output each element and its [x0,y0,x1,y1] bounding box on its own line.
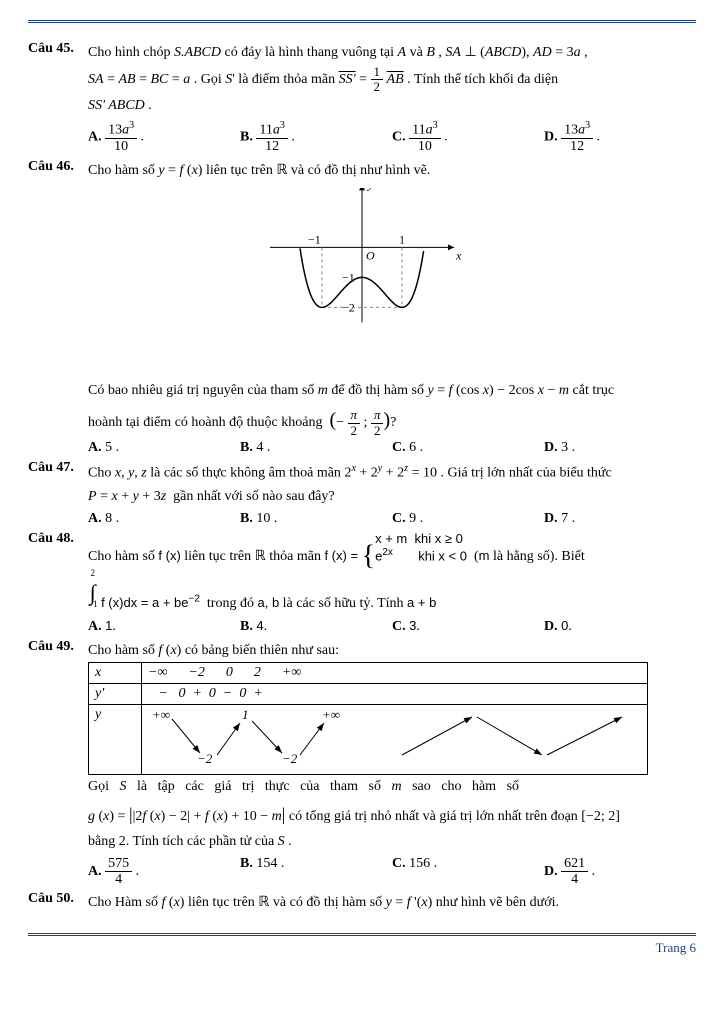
q46-text: Cho hàm số y = f (x) liên tục trên ℝ và … [88,159,696,183]
q47-text: Cho x, y, z là các số thực không âm thoả… [88,460,696,485]
question-47: Câu 47. Cho x, y, z là các số thực không… [28,460,696,527]
choice: C. 156 . [392,856,544,888]
question-46: Câu 46. Cho hàm số y = f (x) liên tục tr… [28,159,696,456]
q46-after: Có bao nhiêu giá trị nguyên của tham số … [88,379,696,403]
q46-label: Câu 46. [28,159,88,175]
choice: D. 6214 . [544,856,696,888]
vt-r1-l: x [89,663,142,684]
choice: D. 0. [544,618,696,635]
q50-label: Câu 50. [28,891,88,907]
q48-text: Cho hàm số f (x) liên tục trên ℝ thỏa mã… [88,531,696,569]
choice: C. 9 . [392,511,544,527]
question-45: Câu 45. Cho hình chóp S.ABCD có đáy là h… [28,41,696,155]
page-number: Trang 6 [28,940,696,956]
q48-cont: 2∫−1 f (x)dx = a + be−2 trong đó a, b là… [88,569,696,616]
svg-text:+∞: +∞ [322,707,340,722]
svg-text:1: 1 [242,707,249,722]
bottom-rule [28,933,696,936]
question-49: Câu 49. Cho hàm số f (x) có bảng biến th… [28,639,696,888]
choice: D. 3 . [544,440,696,456]
choice: D. 13a312 . [544,120,696,154]
vt-r1-r: −∞ −2 0 2 +∞ [142,663,648,684]
q48-choices: A. 1.B. 4.C. 3.D. 0. [88,618,696,635]
choice: C. 11a310 . [392,120,544,154]
choice: B. 4 . [240,440,392,456]
q49-label: Câu 49. [28,639,88,655]
q50-text: Cho Hàm số f (x) liên tục trên ℝ và có đ… [88,891,696,915]
choice: A. 5754 . [88,856,240,888]
vt-r2-l: y' [89,684,142,705]
svg-text:1: 1 [399,233,405,247]
vt-r2-r: − 0 + 0 − 0 + [142,684,648,705]
variation-table: x−∞ −2 0 2 +∞ y' − 0 + 0 − 0 + y +∞ 1 +∞ −2 −… [88,662,648,775]
q45-text: Cho hình chóp S.ABCD có đáy là hình than… [88,41,696,65]
question-48: Câu 48. Cho hàm số f (x) liên tục trên ℝ… [28,531,696,635]
top-rule [28,20,696,23]
svg-text:O: O [366,249,375,263]
q49-text: Cho hàm số f (x) có bảng biến thiên như … [88,639,696,663]
choice: B. 154 . [240,856,392,888]
choice: C. 6 . [392,440,544,456]
choice: A. 5 . [88,440,240,456]
choice: A. 1. [88,618,240,635]
q49-after2: g (x) = ||2f (x) − 2| + f (x) + 10 − m| … [88,799,696,830]
svg-text:−2: −2 [282,751,298,766]
q45-choices: A. 13a310 .B. 11a312 .C. 11a310 .D. 13a3… [88,120,696,154]
choice: B. 11a312 . [240,120,392,154]
question-50: Câu 50. Cho Hàm số f (x) liên tục trên ℝ… [28,891,696,915]
q47-cont: P = x + y + 3z gần nhất với số nào sau đ… [88,485,696,509]
q45-cont2: SS' ABCD . [88,94,696,118]
q45-cont: SA = AB = BC = a . Gọi S' là điểm thỏa m… [88,65,696,95]
svg-text:−2: −2 [197,751,213,766]
choice: C. 3. [392,618,544,635]
svg-text:−1: −1 [342,271,355,285]
q45-label: Câu 45. [28,41,88,57]
q46-choices: A. 5 .B. 4 .C. 6 .D. 3 . [88,440,696,456]
svg-text:+∞: +∞ [152,707,170,722]
choice: B. 4. [240,618,392,635]
svg-text:−1: −1 [308,233,321,247]
choice: A. 13a310 . [88,120,240,154]
svg-text:y: y [367,188,374,191]
q46-after2: hoành tại điểm có hoành độ thuộc khoảng … [88,403,696,438]
vt-r3-l: y [89,705,142,775]
vt-r3-r: +∞ 1 +∞ −2 −2 [142,705,648,775]
svg-text:x: x [455,249,462,263]
choice: D. 7 . [544,511,696,527]
q49-after3: bằng 2. Tính tích các phần tử của S . [88,830,696,854]
q47-label: Câu 47. [28,460,88,476]
q49-choices: A. 5754 .B. 154 .C. 156 .D. 6214 . [88,856,696,888]
q47-choices: A. 8 .B. 10 .C. 9 .D. 7 . [88,511,696,527]
q48-label: Câu 48. [28,531,88,547]
q49-after: Gọi S là tập các giá trị thực của tham s… [88,775,696,799]
q46-graph: xyO−11−1−2 [28,188,696,373]
choice: A. 8 . [88,511,240,527]
choice: B. 10 . [240,511,392,527]
